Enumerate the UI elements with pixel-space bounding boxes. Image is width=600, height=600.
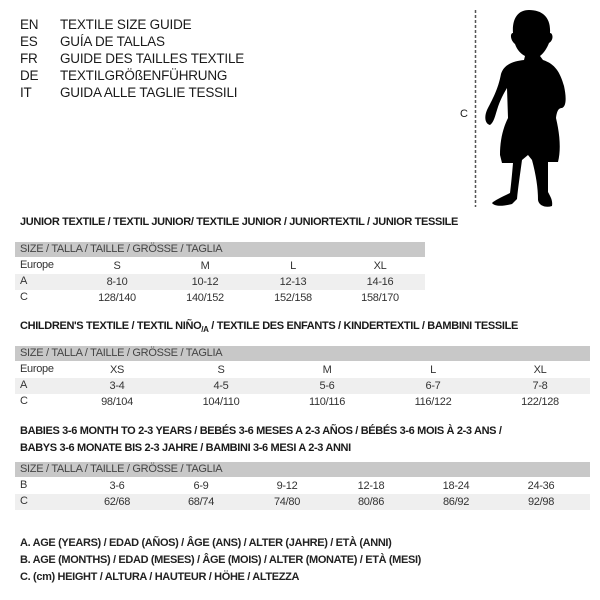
cell: 6-9 xyxy=(193,480,209,492)
header-label: SIZE / TALLA / TAILLE / GRÖSSE / TAGLIA xyxy=(20,463,223,475)
lang-text: TEXTILGRÖßENFÜHRUNG xyxy=(60,68,228,83)
cell: 104/110 xyxy=(202,396,240,408)
lang-text: TEXTILE SIZE GUIDE xyxy=(60,17,192,32)
table-row: A 8-10 10-12 12-13 14-16 xyxy=(15,274,425,290)
child-silhouette-figure xyxy=(474,10,566,207)
row-label: C xyxy=(20,291,28,303)
height-measure-label: C xyxy=(460,108,468,120)
cell: 128/140 xyxy=(98,292,136,304)
cell: 158/170 xyxy=(361,292,399,304)
table-header: SIZE / TALLA / TAILLE / GRÖSSE / TAGLIA xyxy=(15,462,590,477)
lang-code: DE xyxy=(20,68,39,83)
lang-text: GUIDA ALLE TAGLIE TESSILI xyxy=(60,85,238,100)
lang-row-it: IT GUIDA ALLE TAGLIE TESSILI xyxy=(0,84,300,101)
lang-code: ES xyxy=(20,34,38,49)
row-label: C xyxy=(20,495,28,507)
header-label: SIZE / TALLA / TAILLE / GRÖSSE / TAGLIA xyxy=(20,243,223,255)
lang-text: GUÍA DE TALLAS xyxy=(60,34,165,49)
lang-code: IT xyxy=(20,85,32,100)
child-silhouette-icon xyxy=(485,10,566,207)
cell: 62/68 xyxy=(103,496,131,508)
row-label: C xyxy=(20,395,28,407)
cell: 74/80 xyxy=(273,496,301,508)
cell: 12-13 xyxy=(279,276,307,288)
children-section-title: CHILDREN'S TEXTILE / TEXTIL NIÑO/A / TEX… xyxy=(20,320,518,334)
lang-row-de: DE TEXTILGRÖßENFÜHRUNG xyxy=(0,67,300,84)
row-label: Europe xyxy=(20,363,54,375)
table-header: SIZE / TALLA / TAILLE / GRÖSSE / TAGLIA xyxy=(15,346,590,361)
legend-age-months: B. AGE (MONTHS) / EDAD (MESES) / ÂGE (MO… xyxy=(20,554,421,566)
row-label: A xyxy=(20,379,28,391)
cell: 5-6 xyxy=(319,380,335,392)
row-label: Europe xyxy=(20,259,54,271)
junior-section-title: JUNIOR TEXTILE / TEXTIL JUNIOR/ TEXTILE … xyxy=(20,216,459,228)
table-row: C 62/68 68/74 74/80 80/86 86/92 92/98 xyxy=(15,494,590,510)
cell: 8-10 xyxy=(106,276,128,288)
cell: 18-24 xyxy=(442,480,470,492)
title-rest: / TEXTILE DES ENFANTS / KINDERTEXTIL / B… xyxy=(208,320,518,332)
cell: 110/116 xyxy=(308,396,346,408)
table-row: A 3-4 4-5 5-6 6-7 7-8 xyxy=(15,378,590,394)
lang-code: FR xyxy=(20,51,38,66)
lang-text: GUIDE DES TAILLES TEXTILE xyxy=(60,51,245,66)
babies-section-title-line2: BABYS 3-6 MONATE BIS 2-3 JAHRE / BAMBINI… xyxy=(20,442,351,454)
cell: 68/74 xyxy=(187,496,215,508)
cell: L xyxy=(430,364,436,376)
lang-row-en: EN TEXTILE SIZE GUIDE xyxy=(0,16,300,33)
cell: S xyxy=(113,260,121,272)
legend-age-years: A. AGE (YEARS) / EDAD (AÑOS) / ÂGE (ANS)… xyxy=(20,537,392,549)
title-sub: /A xyxy=(201,325,209,335)
lang-row-fr: FR GUIDE DES TAILLES TEXTILE xyxy=(0,50,300,67)
table-row: Europe XS S M L XL xyxy=(15,362,590,378)
cell: 98/104 xyxy=(101,396,133,408)
cell: 6-7 xyxy=(425,380,441,392)
legend-height: C. (cm) HEIGHT / ALTURA / HAUTEUR / HÖHE… xyxy=(20,571,300,583)
cell: 116/122 xyxy=(414,396,452,408)
babies-size-table: SIZE / TALLA / TAILLE / GRÖSSE / TAGLIA … xyxy=(15,462,590,510)
cell: 10-12 xyxy=(191,276,219,288)
cell: 14-16 xyxy=(366,276,394,288)
lang-code: EN xyxy=(20,17,39,32)
table-header: SIZE / TALLA / TAILLE / GRÖSSE / TAGLIA xyxy=(15,242,425,257)
cell: 7-8 xyxy=(532,380,548,392)
cell: 9-12 xyxy=(276,480,298,492)
lang-row-es: ES GUÍA DE TALLAS xyxy=(0,33,300,50)
cell: 4-5 xyxy=(213,380,229,392)
cell: 140/152 xyxy=(186,292,224,304)
header-label: SIZE / TALLA / TAILLE / GRÖSSE / TAGLIA xyxy=(20,347,223,359)
cell: 12-18 xyxy=(357,480,385,492)
title-main: CHILDREN'S TEXTILE / TEXTIL NIÑO xyxy=(20,320,202,332)
children-size-table: SIZE / TALLA / TAILLE / GRÖSSE / TAGLIA … xyxy=(15,346,590,410)
language-list: EN TEXTILE SIZE GUIDE ES GUÍA DE TALLAS FR… xyxy=(0,16,300,106)
junior-size-table: SIZE / TALLA / TAILLE / GRÖSSE / TAGLIA … xyxy=(15,242,425,306)
table-row: C 98/104 104/110 110/116 116/122 122/128 xyxy=(15,394,590,410)
cell: XS xyxy=(109,364,125,376)
cell: 86/92 xyxy=(442,496,470,508)
cell: 24-36 xyxy=(527,480,555,492)
cell: S xyxy=(217,364,225,376)
cell: M xyxy=(322,364,332,376)
cell: M xyxy=(200,260,210,272)
table-row: Europe S M L XL xyxy=(15,258,425,274)
row-label: B xyxy=(20,479,28,491)
table-row: B 3-6 6-9 9-12 12-18 18-24 24-36 xyxy=(15,478,590,494)
babies-section-title-line1: BABIES 3-6 MONTH TO 2-3 YEARS / BEBÉS 3-… xyxy=(20,425,502,437)
cell: XL xyxy=(533,364,547,376)
cell: 92/98 xyxy=(527,496,555,508)
cell: 152/158 xyxy=(274,292,312,304)
cell: L xyxy=(290,260,296,272)
cell: 3-4 xyxy=(109,380,125,392)
cell: 3-6 xyxy=(109,480,125,492)
cell: 122/128 xyxy=(521,396,559,408)
cell: 80/86 xyxy=(357,496,385,508)
table-row: C 128/140 140/152 152/158 158/170 xyxy=(15,290,425,306)
cell: XL xyxy=(373,260,387,272)
row-label: A xyxy=(20,275,28,287)
